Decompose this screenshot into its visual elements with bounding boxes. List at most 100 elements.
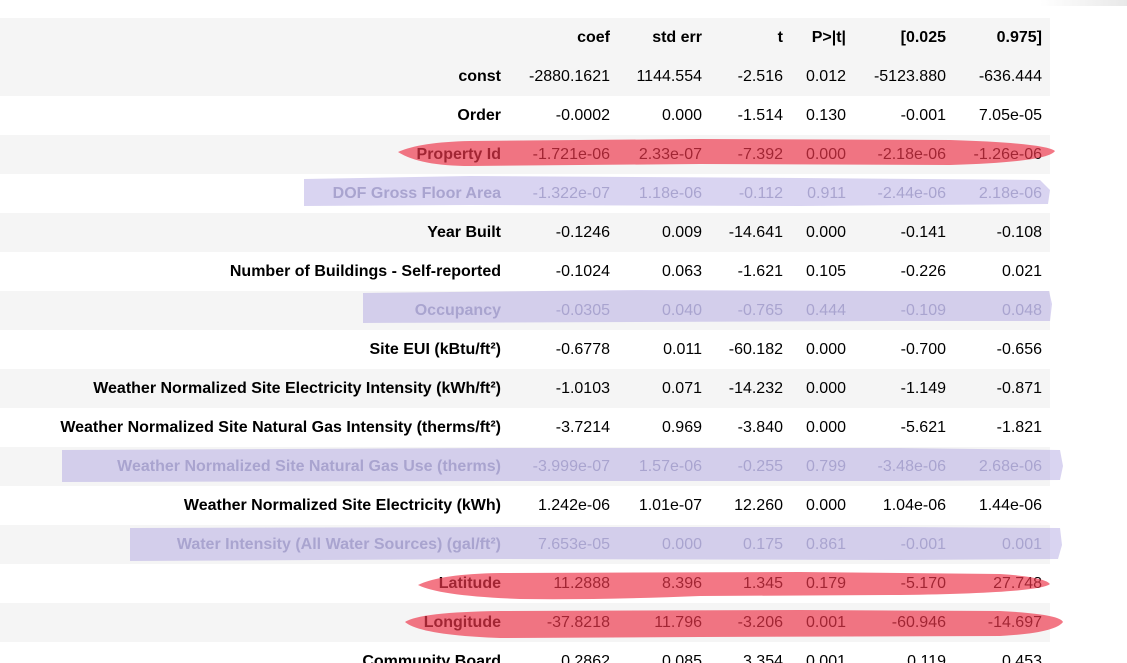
row-label: Property Id [416,146,501,163]
cell-coef: -1.0103 [555,380,610,397]
header-t: t [777,29,783,46]
row-label: Number of Buildings - Self-reported [229,263,501,280]
cell-coef: 0.2862 [561,653,610,663]
cell-ci-high: -14.697 [987,614,1042,631]
cell-ci-low: -5.170 [900,575,946,592]
cell-t: -14.232 [728,380,783,397]
cell-t: 1.345 [742,575,783,592]
cell-coef: -0.0305 [555,302,610,319]
cell-t: -0.765 [737,302,783,319]
cell-p-value: 0.000 [805,419,846,436]
top-edge-shadow [1040,0,1127,6]
cell-coef: 11.2888 [553,575,610,592]
cell-p-value: 0.001 [805,614,846,631]
cell-ci-low: -2.18e-06 [877,146,947,163]
table-body: const -2880.1621 1144.554 -2.516 0.012 -5123.… [0,57,1050,663]
cell-ci-high: 2.18e-06 [978,185,1042,202]
header-blank [0,18,509,57]
table-row: Number of Buildings - Self-reported -0.10… [0,252,1050,291]
cell-p-value: 0.799 [805,458,846,475]
row-label: Order [457,107,501,124]
cell-coef: -0.1024 [555,263,610,280]
cell-coef: -3.999e-07 [532,458,610,475]
cell-ci-high: 0.453 [1001,653,1042,663]
cell-t: -2.516 [737,68,783,85]
header-coef: coef [577,29,610,46]
cell-ci-high: 0.021 [1001,263,1042,280]
cell-coef: 1.242e-06 [537,497,610,514]
cell-ci-high: 1.44e-06 [978,497,1042,514]
row-label: Occupancy [414,302,501,319]
row-label: const [458,68,501,85]
regression-results-table: coef std err t P>|t| [0.025 0.975] const… [0,18,1050,663]
cell-t: -7.392 [737,146,783,163]
cell-coef: -2880.1621 [529,68,610,85]
cell-p-value: 0.861 [805,536,846,553]
cell-std-err: 11.796 [654,614,702,631]
cell-p-value: 0.000 [805,146,846,163]
cell-std-err: 0.000 [661,107,702,124]
table-row: Weather Normalized Site Natural Gas Inte… [0,408,1050,447]
cell-t: -1.621 [737,263,783,280]
cell-ci-high: -0.108 [996,224,1042,241]
cell-std-err: 1.57e-06 [638,458,702,475]
header-std-err: std err [652,29,702,46]
cell-ci-low: -3.48e-06 [877,458,947,475]
cell-coef: -1.721e-06 [532,146,610,163]
row-label: Weather Normalized Site Electricity (kWh… [183,497,501,514]
table-row: const -2880.1621 1144.554 -2.516 0.012 -5123.… [0,57,1050,96]
cell-coef: -1.322e-07 [532,185,610,202]
cell-coef: -0.1246 [555,224,610,241]
cell-p-value: 0.000 [805,341,846,358]
cell-p-value: 0.179 [805,575,846,592]
cell-t: 12.260 [734,497,783,514]
cell-coef: -37.8218 [546,614,610,631]
table-row: Order -0.0002 0.000 -1.514 0.130 -0.001 7.05e-… [0,96,1050,135]
cell-ci-low: -5.621 [900,419,946,436]
cell-ci-low: -1.149 [900,380,946,397]
cell-p-value: 0.911 [807,185,846,202]
table-row: Weather Normalized Site Electricity Inte… [0,369,1050,408]
row-label: Water Intensity (All Water Sources) (gal… [176,536,501,553]
cell-std-err: 1144.554 [636,68,702,85]
table-row: Longitude -37.8218 11.796 -3.206 0.001 -60.94… [0,603,1050,642]
cell-ci-high: 0.001 [1001,536,1042,553]
cell-ci-low: -60.946 [891,614,946,631]
cell-std-err: 0.063 [661,263,702,280]
row-label: Year Built [427,224,501,241]
cell-ci-low: -0.700 [900,341,946,358]
table-row: Weather Normalized Site Electricity (kWh… [0,486,1050,525]
cell-t: -14.641 [728,224,783,241]
table-row: Weather Normalized Site Natural Gas Use … [0,447,1050,486]
cell-p-value: 0.000 [805,224,846,241]
cell-t: -0.255 [737,458,783,475]
cell-t: -1.514 [737,107,783,124]
cell-t: -0.112 [738,185,783,202]
header-p-value: P>|t| [811,29,846,46]
cell-p-value: 0.001 [805,653,846,663]
table-row: Site EUI (kBtu/ft²) -0.6778 0.011 -60.182 0.… [0,330,1050,369]
cell-t: -3.206 [737,614,783,631]
cell-t: 3.354 [742,653,783,663]
cell-coef: -3.7214 [555,419,610,436]
row-label: Site EUI (kBtu/ft²) [369,341,501,358]
cell-p-value: 0.105 [805,263,846,280]
cell-ci-high: 0.048 [1001,302,1042,319]
table-row: DOF Gross Floor Area -1.322e-07 1.18e-06 -0… [0,174,1050,213]
cell-std-err: 8.396 [661,575,702,592]
table-row: Community Board 0.2862 0.085 3.354 0.001 0.11… [0,642,1050,663]
cell-ci-high: 7.05e-05 [978,107,1042,124]
cell-std-err: 0.000 [661,536,702,553]
cell-p-value: 0.000 [805,380,846,397]
table-header-row: coef std err t P>|t| [0.025 0.975] [0,18,1050,57]
cell-std-err: 1.18e-06 [638,185,702,202]
cell-ci-high: -636.444 [978,68,1042,85]
cell-std-err: 0.011 [663,341,702,358]
row-label: Latitude [438,575,501,592]
row-label: Weather Normalized Site Electricity Inte… [93,380,501,397]
cell-ci-low: -0.001 [900,107,946,124]
header-ci-low: [0.025 [900,29,946,46]
cell-std-err: 0.969 [661,419,702,436]
cell-std-err: 2.33e-07 [638,146,702,163]
